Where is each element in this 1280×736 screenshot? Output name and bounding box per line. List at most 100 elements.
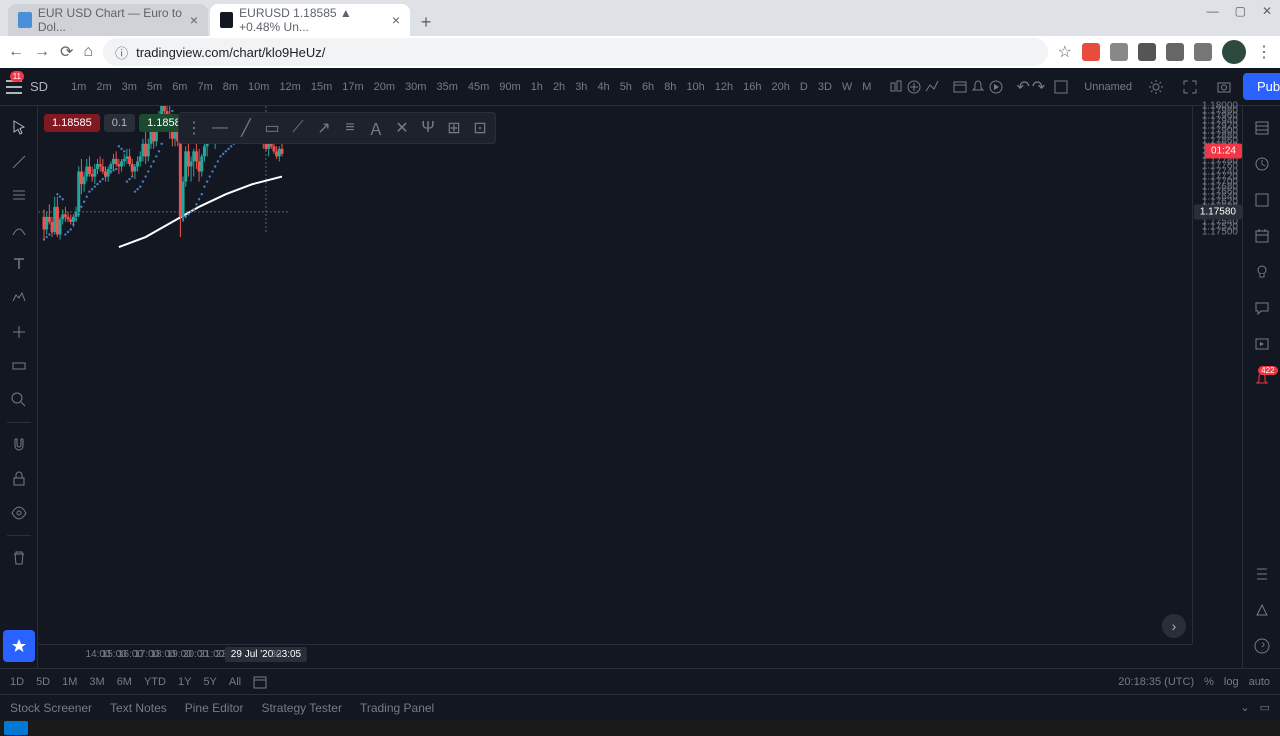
extension-icon[interactable]	[1110, 43, 1128, 61]
measure-tool[interactable]	[3, 350, 35, 382]
interval-45m[interactable]: 45m	[463, 77, 494, 97]
templates-icon[interactable]	[952, 73, 968, 101]
camera-icon[interactable]	[1209, 72, 1239, 102]
interval-20h[interactable]: 20h	[767, 77, 795, 97]
trash-tool[interactable]	[3, 542, 35, 574]
lock-tool[interactable]	[3, 463, 35, 495]
alert-icon[interactable]	[970, 73, 986, 101]
brush-tool[interactable]	[3, 214, 35, 246]
new-tab-button[interactable]: +	[412, 8, 440, 36]
stream-icon[interactable]	[1246, 328, 1278, 360]
layout-name[interactable]: Unnamed	[1079, 77, 1137, 97]
interval-30m[interactable]: 30m	[400, 77, 431, 97]
interval-5h[interactable]: 5h	[615, 77, 637, 97]
abc-icon[interactable]: Ａ	[363, 115, 389, 141]
interval-M[interactable]: M	[857, 77, 876, 97]
interval-20m[interactable]: 20m	[369, 77, 400, 97]
calendar-icon[interactable]	[1246, 220, 1278, 252]
help-icon[interactable]	[1246, 630, 1278, 662]
extension-icon[interactable]	[1082, 43, 1100, 61]
menu-icon[interactable]: ⋮	[1256, 42, 1272, 62]
maximize-button[interactable]: ▢	[1235, 4, 1246, 18]
pattern-tool[interactable]	[3, 282, 35, 314]
interval-10m[interactable]: 10m	[243, 77, 274, 97]
tab-close-icon[interactable]: ×	[190, 12, 198, 28]
url-input[interactable]: ⓘ tradingview.com/chart/klo9HeUz/	[103, 38, 1048, 66]
minimize-button[interactable]: —	[1207, 4, 1219, 18]
range-5D[interactable]: 5D	[36, 676, 50, 688]
footer-tab[interactable]: Pine Editor	[185, 701, 244, 715]
range-5Y[interactable]: 5Y	[203, 676, 216, 688]
interval-10h[interactable]: 10h	[681, 77, 709, 97]
footer-tab[interactable]: Stock Screener	[10, 701, 92, 715]
interval-5m[interactable]: 5m	[142, 77, 167, 97]
footer-tab[interactable]: Trading Panel	[360, 701, 434, 715]
xy-icon[interactable]: ✕	[389, 115, 415, 141]
layout-icon[interactable]	[1047, 73, 1075, 101]
scale-percent[interactable]: %	[1204, 676, 1214, 688]
interval-17m[interactable]: 17m	[337, 77, 368, 97]
interval-12h[interactable]: 12h	[710, 77, 738, 97]
extension-icon[interactable]	[1194, 43, 1212, 61]
back-button[interactable]: ←	[8, 43, 24, 61]
home-button[interactable]: ⌂	[83, 43, 93, 61]
arrow-icon[interactable]: ↗	[311, 115, 337, 141]
text-tool[interactable]	[3, 248, 35, 280]
chart-container[interactable]: 1.18585 0.1 1.18586 ⋮ — ╱ ▭ ⟋ ↗ ≡ Ａ ✕ Ψ …	[38, 106, 1242, 668]
magnet-tool[interactable]	[3, 429, 35, 461]
cursor-tool[interactable]	[3, 112, 35, 144]
replay-icon[interactable]	[988, 73, 1004, 101]
undo-icon[interactable]: ↶	[1016, 73, 1029, 101]
maximize-panel-icon[interactable]: ▭	[1260, 701, 1270, 714]
star-tool[interactable]	[3, 630, 35, 662]
interval-2m[interactable]: 2m	[91, 77, 116, 97]
close-button[interactable]: ✕	[1262, 4, 1272, 18]
star-icon[interactable]: ☆	[1058, 42, 1072, 62]
notifications-icon[interactable]: 422	[1246, 364, 1278, 396]
extension-icon[interactable]	[1166, 43, 1184, 61]
rect-icon[interactable]: ▭	[259, 115, 285, 141]
interval-7m[interactable]: 7m	[192, 77, 217, 97]
compare-icon[interactable]	[906, 73, 922, 101]
range-1D[interactable]: 1D	[10, 676, 24, 688]
calendar-toggle[interactable]	[253, 675, 267, 689]
range-1Y[interactable]: 1Y	[178, 676, 191, 688]
interval-8m[interactable]: 8m	[218, 77, 243, 97]
hamburger-menu[interactable]: 11	[6, 73, 22, 101]
indicators-icon[interactable]	[924, 73, 940, 101]
interval-3m[interactable]: 3m	[117, 77, 142, 97]
ideas-icon[interactable]	[1246, 256, 1278, 288]
collapse-icon[interactable]: ⌄	[1240, 701, 1249, 714]
alerts-icon[interactable]	[1246, 148, 1278, 180]
browser-tab[interactable]: EUR USD Chart — Euro to Dol... ×	[8, 4, 208, 36]
range-All[interactable]: All	[229, 676, 241, 688]
tab-close-icon[interactable]: ×	[392, 12, 400, 28]
forward-button[interactable]: →	[34, 43, 50, 61]
x-axis[interactable]: 14:0015:0016:0017:0018:0019:0020:0021:00…	[38, 644, 1192, 668]
trendline-tool[interactable]	[3, 146, 35, 178]
interval-16h[interactable]: 16h	[738, 77, 766, 97]
y-axis[interactable]: 1.180001.179801.179601.179401.179201.179…	[1192, 106, 1242, 644]
windows-taskbar[interactable]	[0, 720, 1280, 736]
browser-tab-active[interactable]: EURUSD 1.18585 ▲ +0.48% Un... ×	[210, 4, 410, 36]
object-tree-icon[interactable]	[1246, 594, 1278, 626]
interval-2h[interactable]: 2h	[548, 77, 570, 97]
pitchfork-icon[interactable]: Ψ	[415, 115, 441, 141]
range-3M[interactable]: 3M	[89, 676, 104, 688]
scale-auto[interactable]: auto	[1249, 676, 1270, 688]
profile-avatar[interactable]	[1222, 40, 1246, 64]
pattern-icon[interactable]: ⟋	[285, 115, 311, 141]
grid-icon[interactable]: ⊞	[441, 115, 467, 141]
goto-latest-button[interactable]: ›	[1162, 614, 1186, 638]
dots-icon[interactable]: ⋮	[181, 115, 207, 141]
hotlist-icon[interactable]	[1246, 184, 1278, 216]
fullscreen-icon[interactable]	[1175, 72, 1205, 102]
footer-tab[interactable]: Text Notes	[110, 701, 167, 715]
redo-icon[interactable]: ↷	[1032, 73, 1045, 101]
interval-D[interactable]: D	[795, 77, 813, 97]
hline-icon[interactable]: —	[207, 115, 233, 141]
forecast-tool[interactable]	[3, 316, 35, 348]
ext-icon[interactable]: ⊡	[467, 115, 493, 141]
eye-tool[interactable]	[3, 497, 35, 529]
candle-type-icon[interactable]	[888, 73, 904, 101]
